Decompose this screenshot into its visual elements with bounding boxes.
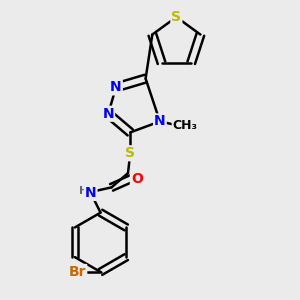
Text: H: H — [80, 186, 89, 196]
Text: N: N — [85, 186, 97, 200]
Text: CH₃: CH₃ — [173, 119, 198, 132]
Text: S: S — [171, 10, 182, 24]
Text: S: S — [125, 146, 135, 160]
Text: N: N — [102, 107, 114, 121]
Text: Br: Br — [69, 265, 86, 279]
Text: N: N — [154, 114, 166, 128]
Text: N: N — [110, 80, 122, 94]
Text: O: O — [131, 172, 143, 186]
